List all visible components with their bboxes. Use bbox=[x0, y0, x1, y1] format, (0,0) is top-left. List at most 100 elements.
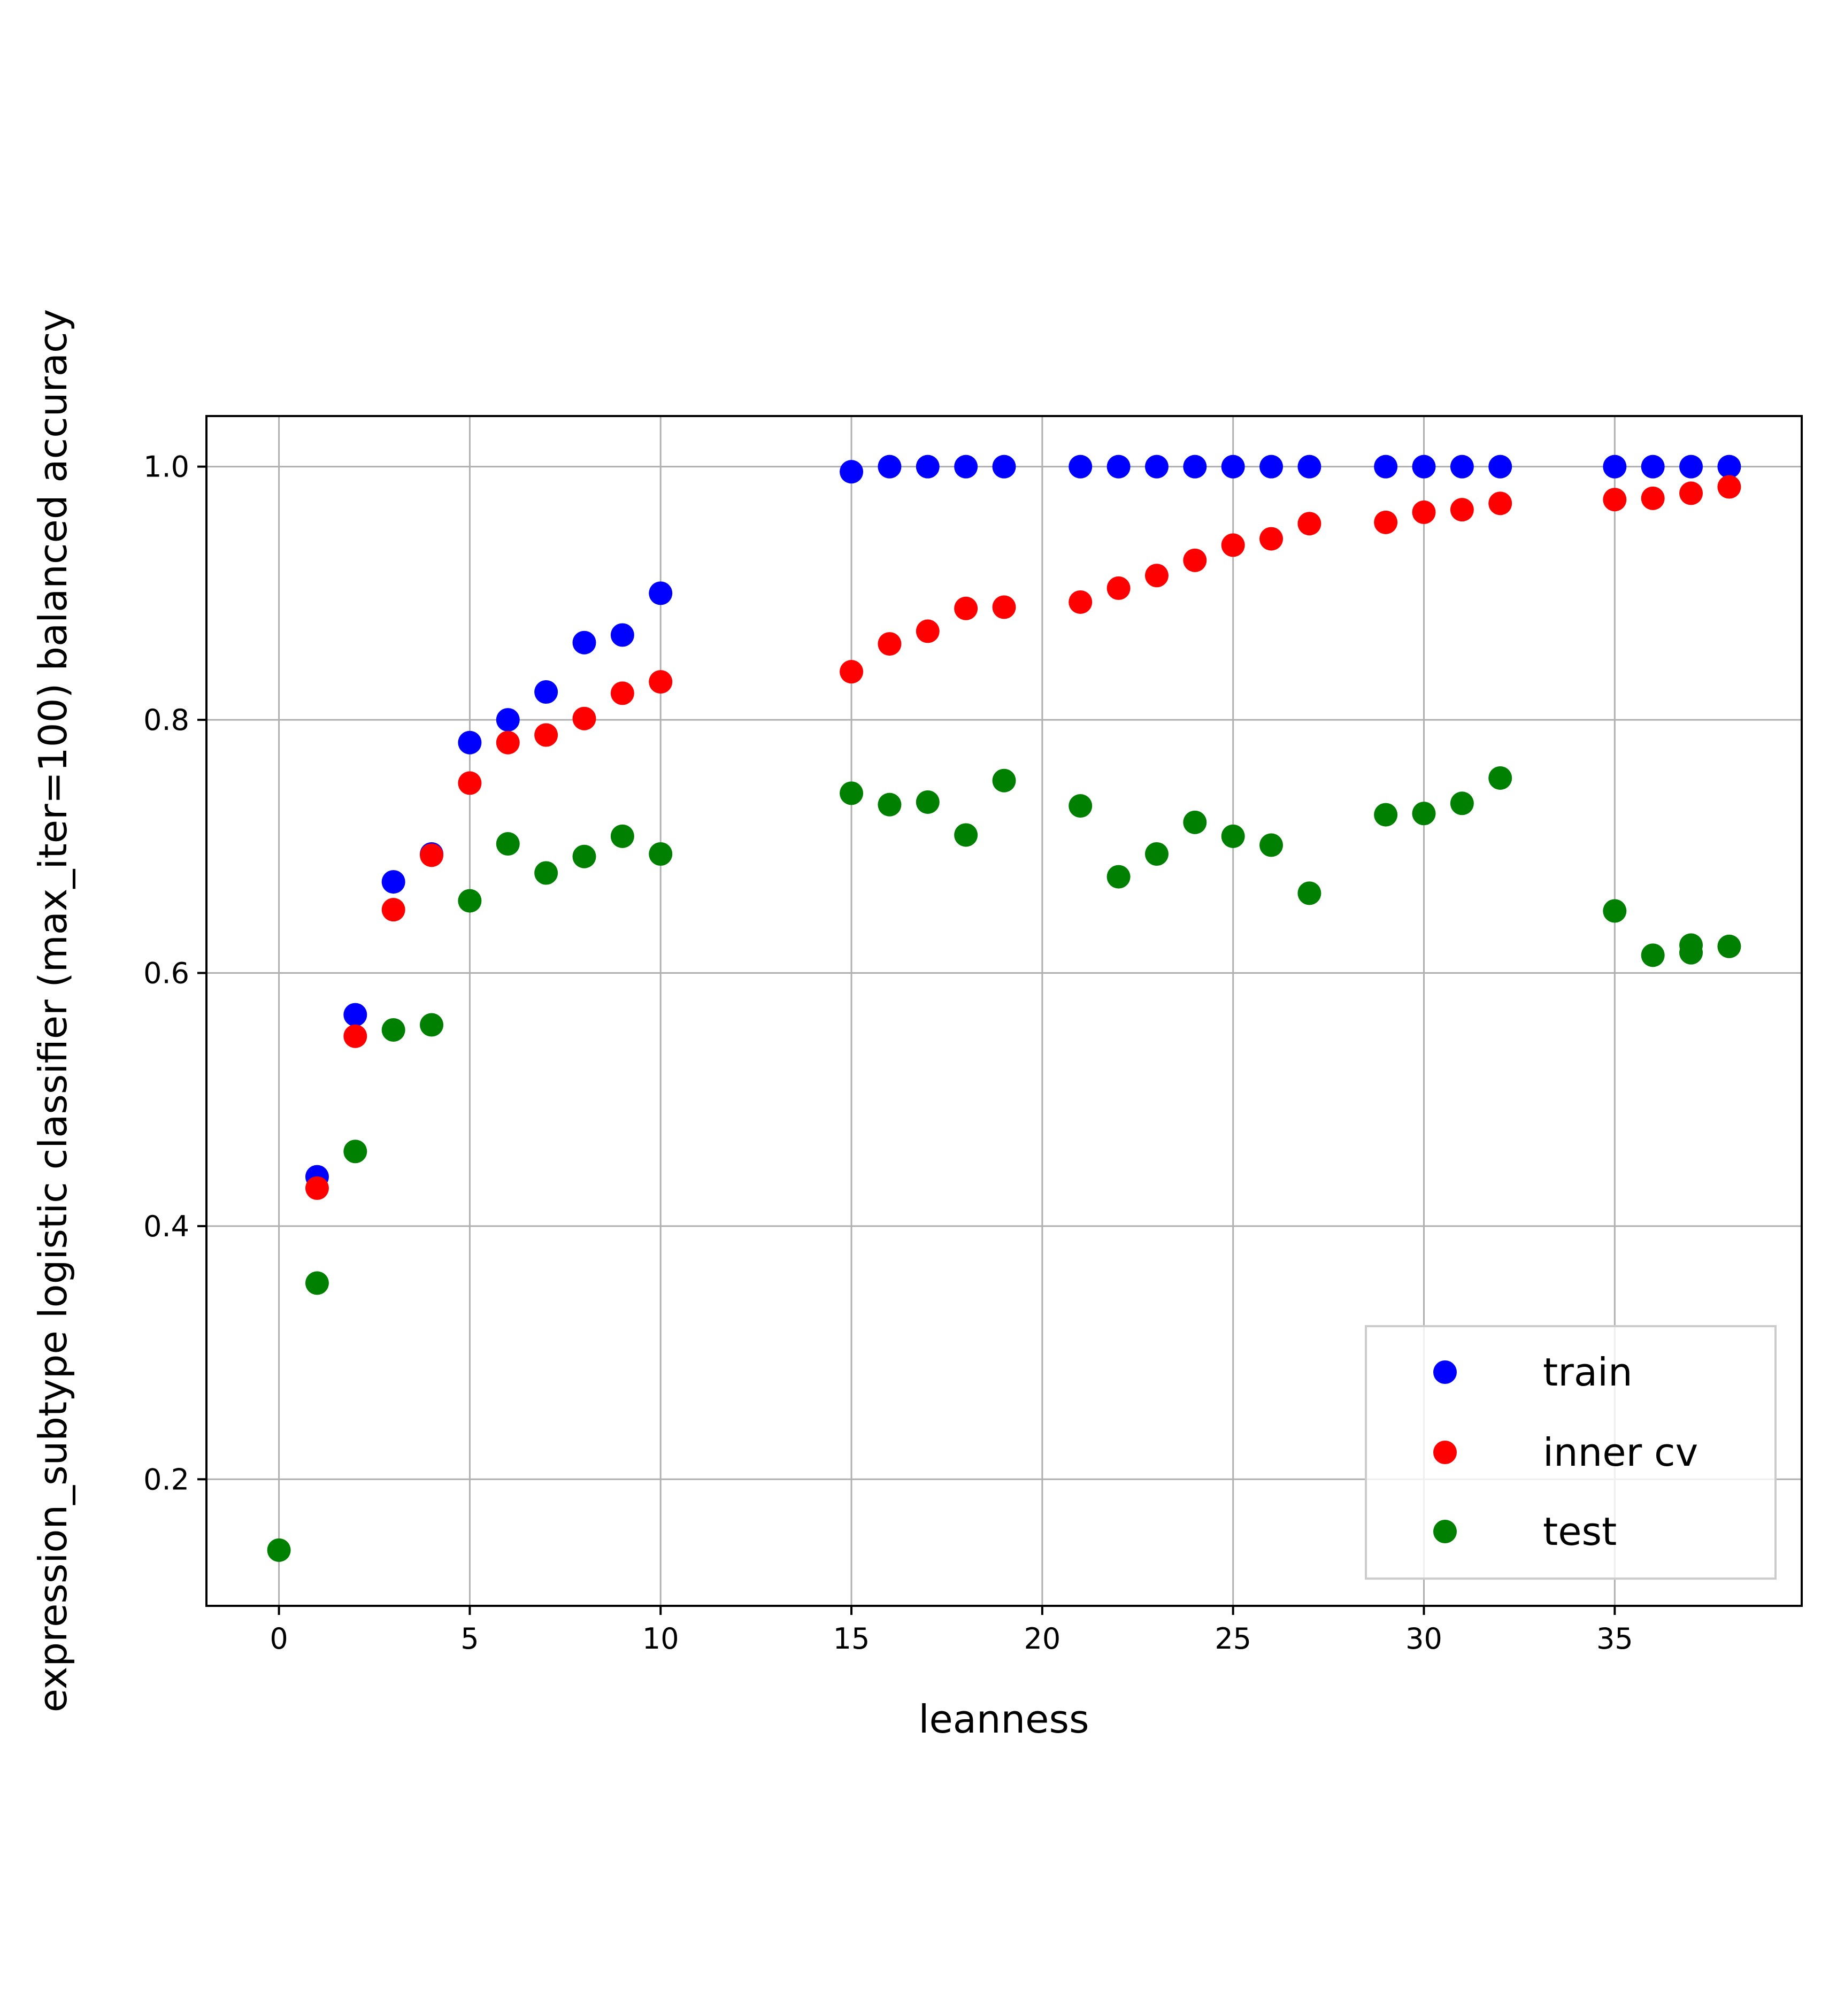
x-tick-label: 15 bbox=[833, 1622, 870, 1656]
data-point bbox=[992, 768, 1016, 792]
data-point bbox=[1717, 455, 1741, 479]
data-point bbox=[1221, 533, 1245, 557]
data-point bbox=[305, 1271, 329, 1295]
x-tick-label: 30 bbox=[1405, 1622, 1442, 1656]
data-point bbox=[496, 708, 520, 732]
data-point bbox=[572, 844, 596, 868]
data-point bbox=[458, 771, 482, 795]
data-point bbox=[992, 595, 1016, 619]
data-point bbox=[610, 623, 634, 647]
data-point bbox=[992, 455, 1016, 479]
data-point bbox=[916, 455, 940, 479]
data-point bbox=[343, 1140, 367, 1164]
data-point bbox=[840, 660, 864, 684]
y-tick-label: 0.4 bbox=[143, 1210, 189, 1243]
series-train bbox=[305, 455, 1741, 1189]
y-tick-label: 0.6 bbox=[143, 956, 189, 990]
data-point bbox=[649, 670, 673, 694]
data-point bbox=[1144, 455, 1169, 479]
data-point bbox=[1679, 481, 1703, 505]
data-point bbox=[1717, 934, 1741, 958]
data-point bbox=[1450, 498, 1474, 522]
x-tick-label: 25 bbox=[1215, 1622, 1251, 1656]
data-point bbox=[954, 596, 978, 620]
data-point bbox=[1259, 833, 1284, 857]
data-point bbox=[1641, 486, 1665, 510]
data-point bbox=[1144, 564, 1169, 588]
data-point bbox=[1069, 455, 1093, 479]
data-point bbox=[534, 723, 558, 747]
data-point bbox=[420, 843, 444, 867]
data-point bbox=[1106, 865, 1131, 889]
data-point bbox=[878, 792, 902, 817]
data-point bbox=[649, 842, 673, 866]
data-point bbox=[1641, 455, 1665, 479]
data-point bbox=[878, 632, 902, 656]
data-point bbox=[610, 824, 634, 848]
data-point bbox=[1717, 475, 1741, 499]
plot-frame bbox=[205, 415, 1803, 1607]
data-point bbox=[1603, 455, 1627, 479]
data-point bbox=[1183, 548, 1207, 572]
data-point bbox=[916, 790, 940, 814]
data-point bbox=[1603, 899, 1627, 923]
data-point bbox=[610, 681, 634, 705]
x-tick-label: 10 bbox=[642, 1622, 679, 1656]
data-point bbox=[649, 581, 673, 605]
legend-marker bbox=[1433, 1441, 1457, 1464]
legend-marker bbox=[1433, 1520, 1457, 1543]
data-point bbox=[381, 1018, 405, 1042]
data-point bbox=[1069, 794, 1093, 818]
data-point bbox=[878, 455, 902, 479]
y-tick-label: 1.0 bbox=[143, 450, 189, 484]
data-point bbox=[1374, 455, 1398, 479]
x-tick-label: 20 bbox=[1024, 1622, 1061, 1656]
legend: train inner cv test bbox=[1365, 1325, 1777, 1580]
data-point bbox=[572, 630, 596, 655]
data-point bbox=[1374, 803, 1398, 827]
data-point bbox=[1412, 455, 1436, 479]
data-point bbox=[1488, 455, 1512, 479]
legend-label: train bbox=[1543, 1350, 1633, 1395]
data-point bbox=[267, 1538, 291, 1562]
data-point bbox=[1297, 881, 1321, 905]
x-tick-label: 0 bbox=[270, 1622, 288, 1656]
data-point bbox=[1106, 455, 1131, 479]
data-point bbox=[496, 832, 520, 856]
data-point bbox=[1259, 527, 1284, 551]
y-tick-label: 0.8 bbox=[143, 703, 189, 737]
data-point bbox=[1183, 455, 1207, 479]
x-axis-label: leanness bbox=[918, 1697, 1089, 1742]
y-axis-label: expression_subtype logistic classifier (… bbox=[30, 309, 75, 1713]
data-points bbox=[267, 455, 1741, 1562]
data-point bbox=[1069, 590, 1093, 614]
data-point bbox=[1221, 455, 1245, 479]
data-point bbox=[343, 1024, 367, 1048]
data-point bbox=[572, 706, 596, 730]
data-point bbox=[458, 889, 482, 913]
y-tick-label: 0.2 bbox=[143, 1463, 189, 1496]
data-point bbox=[458, 730, 482, 755]
legend-marker bbox=[1433, 1360, 1457, 1384]
x-tick-label: 35 bbox=[1596, 1622, 1633, 1656]
data-point bbox=[916, 619, 940, 643]
data-point bbox=[1450, 791, 1474, 815]
data-point bbox=[1183, 810, 1207, 834]
legend-label: test bbox=[1543, 1509, 1617, 1554]
data-point bbox=[1488, 766, 1512, 790]
data-point bbox=[954, 823, 978, 847]
data-point bbox=[496, 730, 520, 755]
data-point bbox=[1144, 842, 1169, 866]
data-point bbox=[1412, 500, 1436, 524]
data-point bbox=[1679, 455, 1703, 479]
data-point bbox=[840, 781, 864, 805]
x-tick-label: 5 bbox=[460, 1622, 479, 1656]
data-point bbox=[1679, 933, 1703, 957]
axis-ticks: 0 5 10 15 20 25 30 35 0.2 0.4 0.6 0.8 1.0 bbox=[143, 450, 1633, 1656]
data-point bbox=[1412, 802, 1436, 826]
legend-label: inner cv bbox=[1543, 1430, 1698, 1475]
data-point bbox=[1221, 824, 1245, 848]
data-point bbox=[1259, 455, 1284, 479]
